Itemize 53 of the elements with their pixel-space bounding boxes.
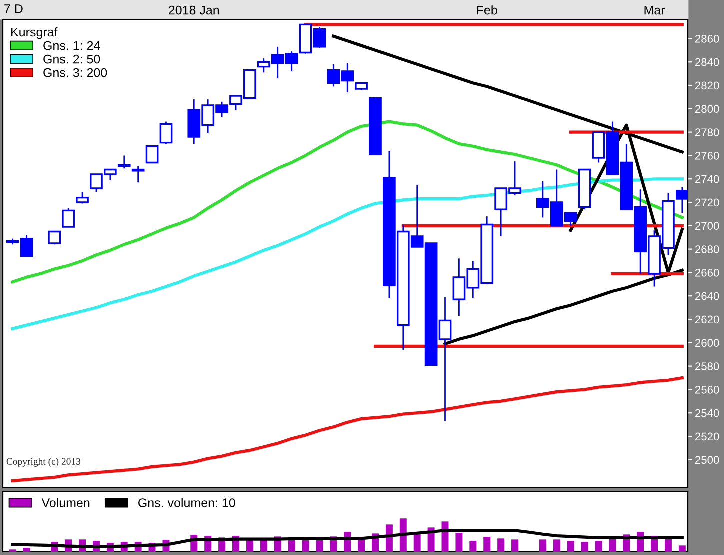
x-tick-label: 2018 Jan [169,6,220,15]
y-tick-label: 2760 [696,152,720,160]
legend-label: Gns. volumen: 10 [138,498,236,508]
y-tick-label: 2700 [696,222,720,230]
y-tick-label: 2540 [696,409,720,418]
y-tick-label: 2720 [696,198,720,207]
legend-label: Gns. 2: 50 [44,54,100,64]
y-tick-label: 2560 [696,386,720,394]
bar [567,541,574,552]
bar [400,518,407,552]
bar [484,537,491,552]
legend-title: Kursgraf [12,28,58,40]
bar [316,540,324,552]
y-tick-label: 2840 [696,58,720,66]
x-tick-label: Mar [644,6,666,15]
bar [512,540,518,552]
line-series [11,120,684,284]
candlestick [160,121,173,145]
bar [553,540,560,552]
y-tick-label: 2660 [696,268,720,277]
legend-label: Gns. 1: 24 [44,41,100,50]
line-series [11,178,684,330]
x-tick-label: Feb [477,6,498,15]
bar [23,548,30,552]
y-tick-label: 2580 [696,362,720,370]
bar [456,533,463,552]
bar [539,540,546,552]
line-series [444,268,684,346]
candlestick [146,146,159,164]
y-tick-label: 2680 [696,246,720,254]
legend-label: Gns. 3: 200 [44,68,108,78]
y-tick-label: 2600 [696,339,720,348]
y-tick-label: 2860 [696,34,720,43]
y-tick-label: 2500 [696,456,720,464]
candlestick [118,155,131,170]
y-tick-label: 2640 [696,292,720,300]
y-tick-label: 2800 [696,105,720,114]
text: 7 D [4,4,23,14]
annotation: Copyright (c) 2013 [6,458,81,467]
y-tick-label: 2520 [696,432,720,441]
bar [678,546,686,552]
candlestick [48,230,62,246]
y-tick-label: 2820 [696,82,720,90]
bar [498,538,505,552]
bar [470,541,477,552]
bar [581,542,588,552]
y-tick-label: 2620 [696,316,720,324]
legend-label: Volumen [42,498,90,508]
candlestick [132,166,145,184]
candlestick [62,208,75,228]
y-tick-label: 2740 [696,175,720,184]
bar [595,541,602,552]
y-tick-label: 2780 [696,128,720,136]
